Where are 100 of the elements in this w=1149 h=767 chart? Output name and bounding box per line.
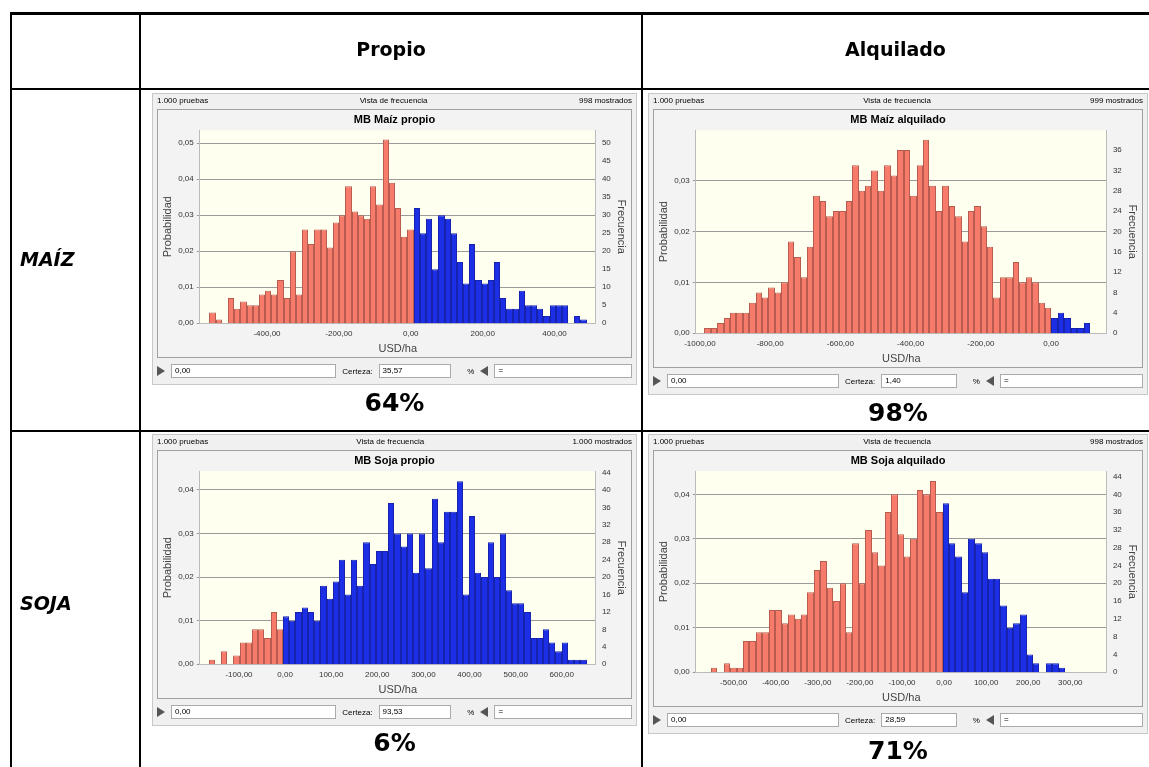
y2-tick-label: 40 [1112, 489, 1123, 499]
y-tick-label: 0,02 [178, 246, 195, 256]
text: 998 mostrados [1090, 437, 1143, 448]
text: % [972, 376, 980, 386]
y-tick-label: 0,01 [178, 282, 195, 292]
text: 28,59 [881, 713, 957, 727]
text: Certeza: [845, 715, 876, 725]
x-tick-label: 500,00 [503, 670, 529, 680]
x-tick-label: 200,00 [365, 670, 391, 680]
x-tick-label: -300,00 [804, 678, 832, 688]
y2-tick-label: 0 [601, 318, 607, 328]
x-tick-label: -800,00 [756, 339, 785, 349]
text: SOJA [19, 592, 73, 614]
x-tick-label: 600,00 [549, 670, 575, 680]
x-axis-title: USD/ha [882, 352, 922, 365]
y2-tick-label: 45 [601, 156, 612, 166]
x-tick-label: -200,00 [846, 678, 874, 688]
y-tick-label: 0,05 [178, 138, 195, 148]
y2-tick-label: 36 [1112, 145, 1123, 155]
chart-subtitle: Vista de frecuencia [863, 96, 932, 107]
y2-tick-label: 20 [601, 246, 612, 256]
y2-tick-label: 30 [601, 210, 612, 220]
chart-subtitle: Vista de frecuencia [359, 96, 428, 107]
text: % [467, 707, 475, 717]
y2-tick-label: 5 [601, 300, 607, 310]
y2-tick-label: 24 [601, 554, 612, 564]
y2-tick-label: 50 [601, 138, 612, 148]
text: % [467, 366, 475, 376]
y2-tick-label: 12 [1112, 614, 1123, 624]
y2-tick-label: 16 [1112, 596, 1123, 606]
y-axis-title: Probabilidad [160, 196, 173, 258]
text: 1,40 [881, 374, 957, 388]
text: 998 mostrados [579, 96, 632, 107]
x-tick-label: 100,00 [318, 670, 344, 680]
y2-tick-label: 44 [601, 467, 612, 477]
y2-tick-label: 25 [601, 228, 612, 238]
y2-tick-label: 0 [601, 659, 607, 669]
x-axis-title: USD/ha [378, 342, 418, 355]
y-tick-label: 0,00 [178, 318, 195, 328]
y2-tick-label: 44 [1112, 471, 1123, 481]
y-tick-label: 0,01 [674, 277, 691, 287]
x-tick-label: -400,00 [897, 339, 925, 349]
y2-tick-label: 20 [1112, 226, 1123, 236]
y-tick-label: 0,01 [674, 622, 691, 632]
x-tick-label: 0,00 [277, 670, 294, 680]
text: 35,57 [378, 364, 452, 378]
text: 98% [867, 398, 929, 427]
x-tick-label: 0,00 [402, 329, 420, 339]
y2-tick-label: 36 [1112, 507, 1123, 517]
text: % [972, 715, 980, 725]
y-tick-label: 0,03 [674, 176, 691, 186]
x-tick-label: 200,00 [470, 329, 496, 339]
y2-tick-label: 28 [1112, 185, 1123, 195]
text: 1.000 mostrados [572, 437, 632, 448]
y-tick-label: 0,02 [674, 578, 691, 588]
text: = [999, 713, 1143, 727]
y-tick-label: 0,00 [178, 659, 195, 669]
chart-subtitle: Vista de frecuencia [863, 437, 932, 448]
x-tick-label: -400,00 [762, 678, 790, 688]
text: 6% [372, 728, 417, 757]
chart-title: MB Soja propio [354, 453, 436, 466]
x-tick-label: 100,00 [973, 678, 999, 688]
y2-tick-label: 28 [601, 537, 612, 547]
y2-tick-label: 4 [1112, 308, 1118, 318]
text: MAÍZ [19, 248, 76, 270]
y-tick-label: 0,03 [674, 534, 691, 543]
y2-tick-label: 20 [1112, 578, 1123, 588]
y2-axis-title: Frecuencia [1127, 544, 1140, 600]
chart-title: MB Maíz propio [353, 112, 436, 125]
x-tick-label: -400,00 [253, 329, 282, 339]
y2-axis-title: Frecuencia [616, 199, 629, 255]
text: Propio [355, 38, 427, 60]
text: = [494, 705, 632, 719]
y-tick-label: 0,01 [178, 615, 195, 625]
x-tick-label: 400,00 [457, 670, 483, 680]
y2-tick-label: 35 [601, 192, 612, 202]
x-tick-label: 0,00 [1043, 339, 1060, 349]
text: 1.000 pruebas [157, 437, 209, 448]
text: 93,53 [378, 705, 452, 719]
x-tick-label: -600,00 [826, 339, 855, 349]
y2-axis-title: Frecuencia [1127, 204, 1140, 260]
chart-title: MB Soja alquilado [850, 453, 946, 466]
x-tick-label: 300,00 [1058, 678, 1084, 688]
y2-axis-title: Frecuencia [616, 540, 629, 596]
y2-tick-label: 20 [601, 572, 612, 582]
y2-tick-label: 28 [1112, 542, 1123, 552]
y2-tick-label: 10 [601, 282, 612, 292]
y2-tick-label: 24 [1112, 560, 1123, 570]
y2-tick-label: 4 [601, 641, 607, 651]
x-axis-title: USD/ha [882, 691, 922, 704]
chart-subtitle: Vista de frecuencia [356, 437, 425, 448]
y2-tick-label: 12 [1112, 267, 1123, 277]
text: = [999, 374, 1143, 388]
text: Certeza: [845, 376, 876, 386]
y2-tick-label: 36 [601, 502, 612, 512]
y-axis-title: Probabilidad [160, 537, 173, 599]
x-tick-label: 0,00 [936, 678, 953, 688]
x-tick-label: -100,00 [888, 678, 917, 688]
y-axis-title: Probabilidad [656, 201, 669, 263]
y2-tick-label: 40 [601, 485, 612, 495]
